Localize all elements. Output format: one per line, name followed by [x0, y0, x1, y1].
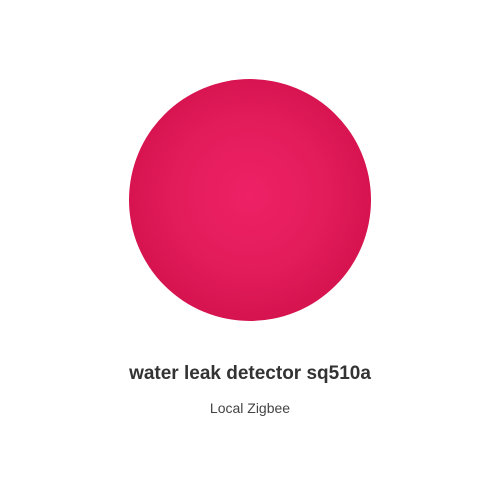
device-name: water leak detector sq510a	[0, 361, 500, 387]
device-integration-label: Local Zigbee	[0, 398, 500, 418]
water-leak-detector-icon	[129, 79, 371, 321]
